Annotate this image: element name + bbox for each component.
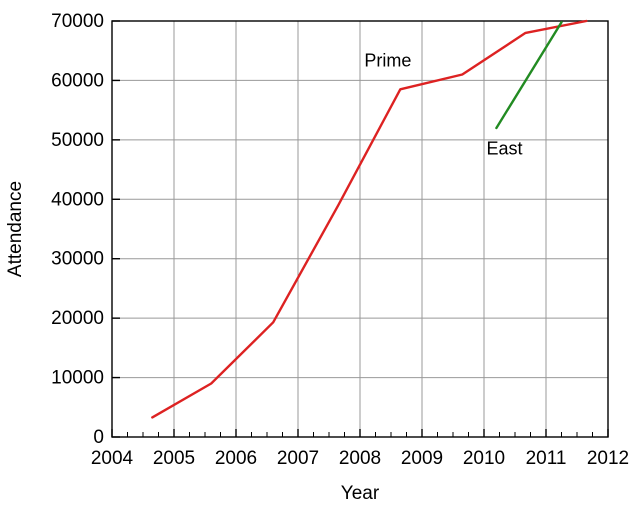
- y-tick-label-10000: 10000: [51, 368, 104, 389]
- x-tick-label-2009: 2009: [401, 448, 443, 469]
- y-tick-label-40000: 40000: [51, 189, 104, 210]
- y-tick-label-0: 0: [93, 427, 104, 448]
- y-tick-label-50000: 50000: [51, 130, 104, 151]
- x-tick-label-2011: 2011: [526, 448, 567, 469]
- y-tick-label-30000: 30000: [51, 249, 104, 270]
- series-line-east: [495, 21, 563, 130]
- y-axis-title: Attendance: [5, 180, 26, 278]
- series-line-prime: [151, 19, 588, 419]
- x-tick-label-2005: 2005: [153, 448, 195, 469]
- x-axis-title: Year: [340, 483, 380, 504]
- x-tick-label-2012: 2012: [587, 448, 629, 469]
- x-tick-label-2007: 2007: [277, 448, 319, 469]
- series-label-prime: Prime: [364, 50, 412, 71]
- y-tick-label-60000: 60000: [51, 70, 104, 91]
- x-tick-label-2006: 2006: [215, 448, 257, 469]
- x-tick-label-2004: 2004: [91, 448, 134, 469]
- x-tick-label-2008: 2008: [339, 448, 381, 469]
- y-tick-label-20000: 20000: [51, 308, 104, 329]
- y-tick-label-70000: 70000: [51, 11, 104, 32]
- x-tick-label-2010: 2010: [463, 448, 505, 469]
- series-label-east: East: [486, 138, 523, 159]
